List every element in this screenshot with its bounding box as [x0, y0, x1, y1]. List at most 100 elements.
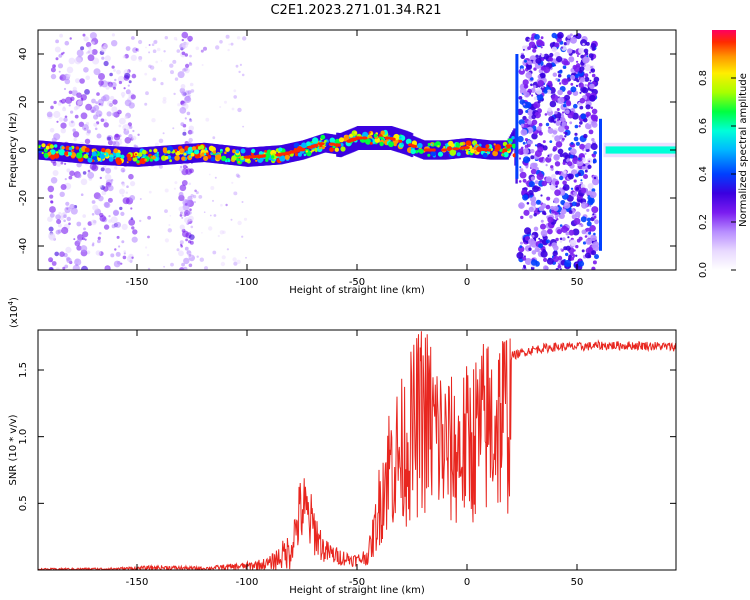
chart-title: C2E1.2023.271.01.34.R21: [270, 3, 441, 18]
spectrogram-speckle: [533, 101, 541, 109]
spectrogram-ridge-blob: [430, 143, 433, 146]
spectrogram-speckle: [164, 188, 169, 193]
spectrogram-ridge-blob: [329, 137, 336, 144]
spectrogram-speckle: [546, 239, 550, 244]
spectrogram-ridge-blob: [437, 143, 441, 146]
spectrogram-speckle: [580, 39, 588, 47]
spectrogram-speckle: [580, 187, 587, 194]
spectrogram-ridge-blob: [264, 150, 267, 153]
spectrogram-speckle: [530, 83, 533, 87]
spectrogram-speckle: [533, 67, 537, 71]
spectrogram-speckle: [542, 145, 548, 151]
spectrogram-speckle: [84, 238, 87, 241]
spectrogram-speckle: [578, 260, 585, 267]
spectrogram-speckle: [528, 247, 532, 251]
spectrogram-peak: [462, 146, 470, 150]
spectrogram-speckle: [579, 70, 583, 74]
spectrogram-speckle: [540, 219, 544, 223]
spectrogram-speckle: [82, 231, 89, 238]
spectrogram-speckle: [530, 266, 535, 270]
spectrogram-ridge-blob: [340, 146, 346, 152]
spectrogram-speckle: [135, 48, 139, 51]
spectrogram-speckle: [524, 91, 530, 98]
x-tick-label: -50: [349, 277, 365, 288]
spectrogram-speckle: [532, 162, 538, 168]
spectrogram-ridge-blob: [220, 155, 227, 162]
spectrogram-speckle: [530, 259, 538, 266]
spectrogram-speckle: [48, 267, 54, 270]
spectrogram-speckle: [549, 100, 557, 108]
spectrogram-ridge-blob: [116, 159, 122, 166]
x-tick-label: 0: [464, 577, 470, 588]
spectrogram-ridge-blob: [199, 144, 205, 150]
spectrogram-ridge-blob: [279, 155, 286, 162]
spectrogram-speckle: [82, 171, 87, 175]
spectrogram-speckle: [177, 71, 185, 79]
spectrogram-speckle: [549, 140, 553, 144]
spectrogram-speckle: [225, 203, 228, 207]
spectrogram-speckle: [76, 92, 82, 98]
spectrogram-speckle: [53, 100, 57, 105]
spectrogram-speckle: [524, 258, 532, 265]
spectrogram-speckle: [204, 266, 208, 270]
spectrogram-speckle: [227, 48, 230, 52]
spectrogram-speckle: [170, 70, 174, 75]
spectrogram-speckle: [552, 130, 558, 135]
spectrogram-speckle: [538, 122, 543, 127]
spectrogram-ridge-blob: [49, 144, 54, 149]
spectrogram-ridge-blob: [511, 143, 517, 149]
spectrogram-speckle: [199, 257, 204, 262]
spectrogram-ridge-blob: [417, 149, 421, 152]
spectrogram-speckle: [551, 94, 559, 102]
spectrogram-speckle: [588, 82, 591, 85]
spectrogram-speckle: [131, 135, 137, 141]
spectrogram-peak: [255, 154, 263, 158]
spectrogram-speckle: [536, 173, 544, 181]
spectrogram-speckle: [526, 202, 530, 205]
spectrogram-ridge-blob: [58, 149, 65, 156]
spectrogram-speckle: [533, 213, 537, 217]
spectrogram-speckle: [526, 140, 532, 145]
spectrogram-speckle: [538, 243, 544, 249]
spectrogram-speckle: [65, 201, 70, 206]
spectrogram-speckle: [185, 63, 190, 68]
spectrogram-speckle: [91, 200, 96, 204]
spectrogram-speckle: [180, 243, 183, 246]
spectrogram-speckle: [587, 190, 592, 196]
spectrogram-speckle: [559, 153, 564, 158]
spectrogram-speckle: [555, 120, 561, 126]
spectrogram-ridge-blob: [373, 133, 378, 138]
spectrogram-speckle: [82, 33, 86, 37]
spectrogram-ridge-blob: [97, 157, 102, 162]
spectrogram-speckle: [181, 31, 189, 39]
spectrogram-speckle: [219, 230, 224, 235]
spectrogram-speckle: [543, 265, 549, 270]
spectrogram-speckle: [130, 94, 136, 100]
spectrogram-ridge-blob: [315, 150, 318, 153]
spectrogram-ridge-blob: [149, 149, 152, 153]
spectrogram-speckle: [76, 221, 82, 227]
spectrogram-ridge-blob: [93, 148, 97, 152]
spectrogram-speckle: [587, 183, 594, 190]
spectrogram-speckle: [221, 255, 226, 260]
spectrogram-ridge-blob: [493, 143, 496, 146]
spectrogram-speckle: [538, 206, 545, 212]
spectrogram-speckle: [70, 120, 74, 124]
spectrogram-speckle: [148, 44, 151, 46]
spectrogram-speckle: [552, 146, 558, 151]
spectrogram-speckle: [527, 120, 532, 125]
spectrogram-speckle: [182, 230, 189, 238]
spectrogram-speckle: [120, 262, 123, 265]
spectrogram-speckle: [224, 100, 227, 104]
spectrogram-speckle: [568, 49, 572, 53]
spectrogram-speckle: [109, 95, 115, 101]
spectrogram-speckle: [63, 219, 66, 223]
spectrogram-speckle: [589, 94, 596, 102]
spectrogram-speckle: [584, 235, 588, 238]
spectrogram-speckle: [549, 183, 552, 186]
spectrogram-speckle: [558, 125, 565, 133]
spectrogram-speckle: [574, 211, 581, 218]
spectrogram-speckle: [184, 117, 187, 120]
spectrogram-ridge-blob: [474, 151, 477, 154]
spectrogram-speckle: [560, 116, 566, 122]
